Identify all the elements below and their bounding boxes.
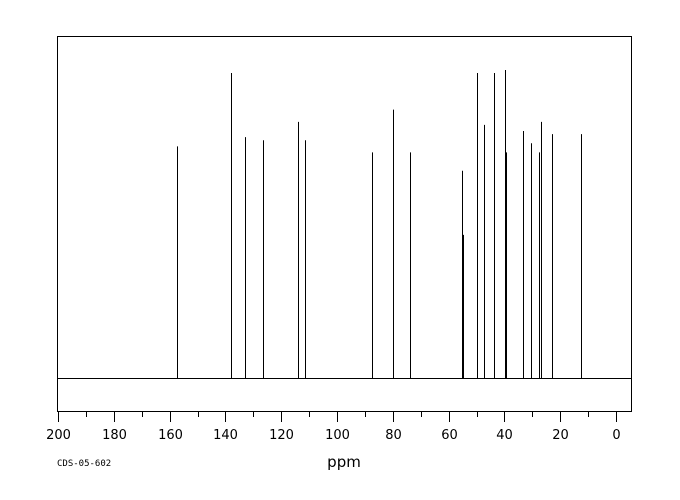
x-tick-label-60: 60: [441, 428, 458, 443]
x-tick-label-20: 20: [552, 428, 569, 443]
x-axis: 200 180 160 140 120 100 80 60 40 20 0: [46, 411, 621, 443]
x-tick-label-180: 180: [102, 428, 127, 443]
x-tick-label-100: 100: [325, 428, 350, 443]
spectrum-code-label: CDS-05-602: [57, 459, 111, 469]
x-tick-label-80: 80: [385, 428, 402, 443]
x-tick-label-140: 140: [213, 428, 238, 443]
plot-frame: [57, 36, 632, 412]
x-tick-label-40: 40: [496, 428, 513, 443]
x-axis-label: ppm: [327, 453, 361, 471]
peak-group: [177, 69, 582, 379]
x-tick-label-200: 200: [46, 428, 71, 443]
x-tick-label-160: 160: [158, 428, 183, 443]
x-tick-label-120: 120: [269, 428, 294, 443]
x-tick-label-0: 0: [612, 428, 620, 443]
